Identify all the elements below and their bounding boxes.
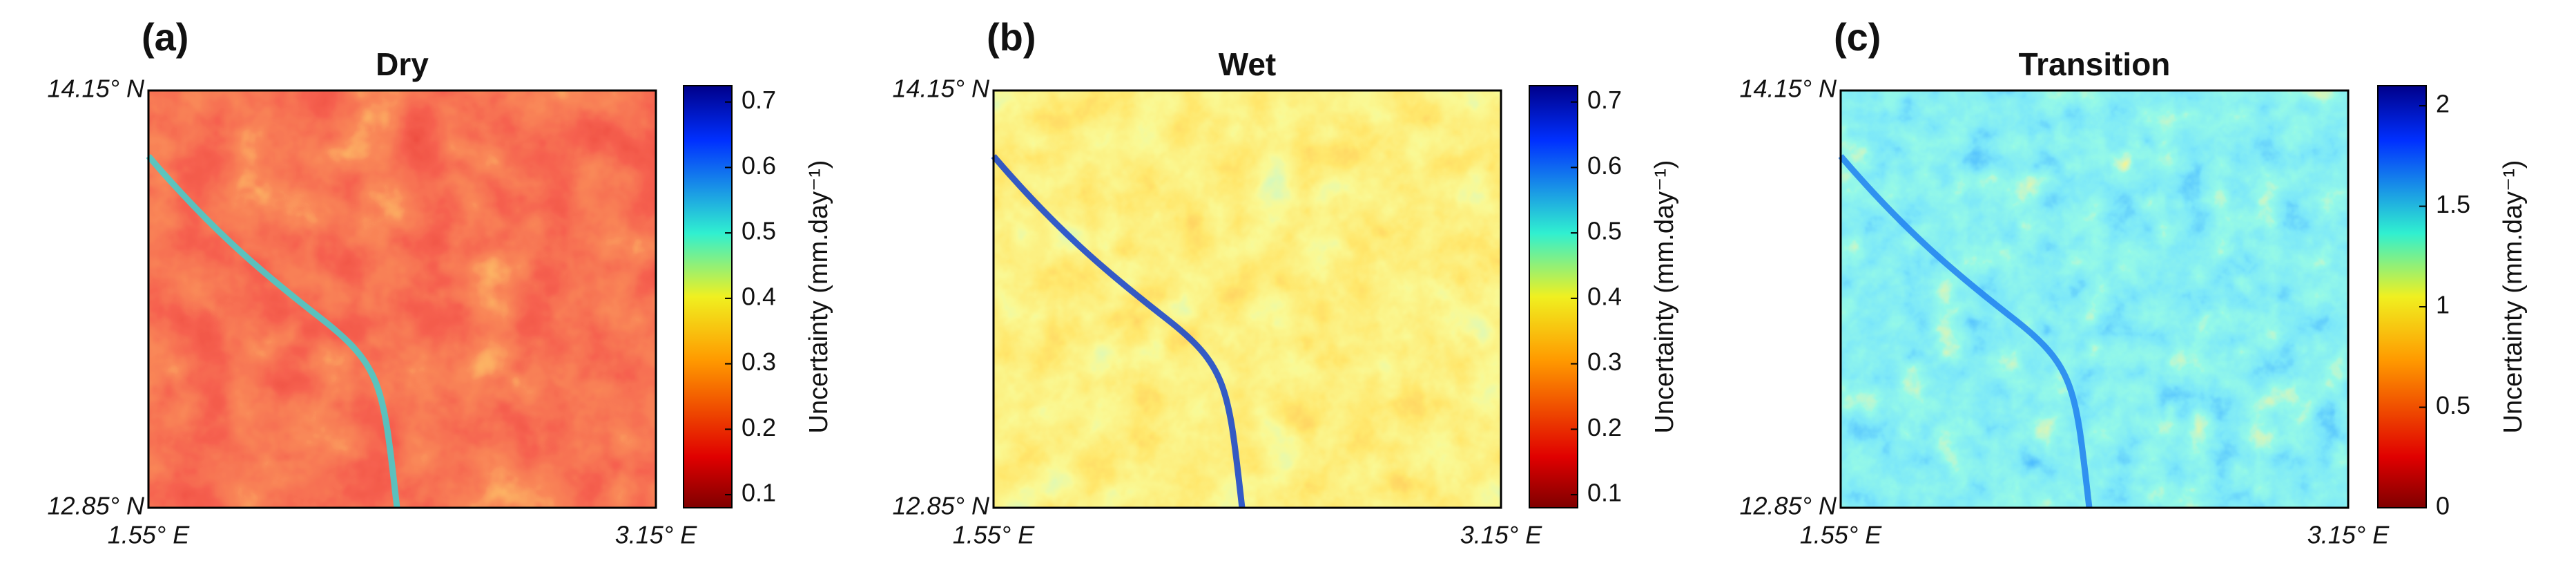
panel-title: Transition [2019,46,2171,82]
lat-label: 12.85° N [893,492,990,520]
panel-label: (c) [1834,15,1881,59]
colorbar-tick-label: 0.5 [2436,391,2470,419]
colorbar-tick-label: 1 [2436,291,2450,319]
colorbar-tick-label: 0.6 [742,151,776,180]
colorbar-tick-label: 0.5 [742,217,776,245]
colorbar-label: Uncertainty (mm.day⁻¹) [804,160,833,434]
colorbar-tick-label: 0 [2436,492,2450,520]
lon-label: 1.55° E [953,521,1035,549]
colorbar-tick-label: 0.2 [742,413,776,441]
colorbar [1529,85,1578,508]
colorbar [2377,85,2427,508]
lat-label: 14.15° N [48,75,145,103]
lat-label: 14.15° N [1740,75,1837,103]
river [146,154,400,508]
colorbar-tick-label: 1.5 [2436,190,2470,218]
panel-label: (b) [987,15,1036,59]
panel-title: Dry [376,46,429,82]
colorbar-tick-label: 0.7 [1587,86,1622,114]
colorbar-label: Uncertainty (mm.day⁻¹) [2499,160,2528,434]
colorbar-tick-label: 0.1 [1587,479,1622,507]
lon-label: 1.55° E [108,521,190,549]
lon-label: 3.15° E [2307,521,2390,549]
map-frame [1839,89,2350,509]
colorbar-tick-label: 0.4 [1587,282,1622,310]
colorbar-tick-label: 0.6 [1587,151,1622,180]
panel: (a) Dry 14.15° N 12.85° N1.55° E 3.15° E 0.1 0… [48,15,834,549]
lon-label: 1.55° E [1800,521,1882,549]
colorbar-tick-label: 0.3 [742,347,776,376]
panel-label: (a) [142,15,188,59]
lon-label: 3.15° E [615,521,697,549]
map-image [994,91,1501,508]
colorbar-tick-label: 0.2 [1587,413,1622,441]
map-image [1841,91,2348,508]
river [991,154,1246,508]
panel: (c) Transition 14.15° N 12.85° N1.55° E 3.15… [1740,15,2528,549]
colorbar-tick-label: 2 [2436,90,2450,118]
river [1838,154,2093,508]
panel: (b) Wet 14.15° N 12.85° N1.55° E 3.15° E 0.1 0… [893,15,1680,549]
lon-label: 3.15° E [1460,521,1542,549]
lat-label: 14.15° N [893,75,990,103]
colorbar-label: Uncertainty (mm.day⁻¹) [1650,160,1679,434]
colorbar-tick-label: 0.5 [1587,217,1622,245]
colorbar-tick-label: 0.1 [742,479,776,507]
map-image [148,91,656,508]
map-frame [147,89,657,509]
colorbar-tick-label: 0.7 [742,86,776,114]
colorbar-tick-label: 0.4 [742,282,776,310]
map-frame [992,89,1502,509]
colorbar-tick-label: 0.3 [1587,347,1622,376]
lat-label: 12.85° N [1740,492,1837,520]
colorbar [683,85,733,508]
panel-title: Wet [1219,46,1277,82]
lat-label: 12.85° N [48,492,145,520]
